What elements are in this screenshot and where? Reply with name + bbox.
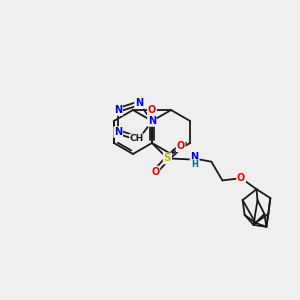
Text: N: N (114, 127, 122, 137)
Text: O: O (148, 105, 156, 115)
Text: O: O (176, 141, 185, 151)
Text: O: O (237, 173, 245, 183)
Text: CH: CH (130, 134, 144, 143)
Text: N: N (148, 116, 156, 126)
Text: S: S (164, 153, 171, 164)
Text: N: N (135, 98, 143, 108)
Text: H: H (191, 160, 198, 169)
Text: N: N (114, 105, 122, 115)
Text: N: N (190, 152, 199, 161)
Text: O: O (151, 167, 159, 177)
